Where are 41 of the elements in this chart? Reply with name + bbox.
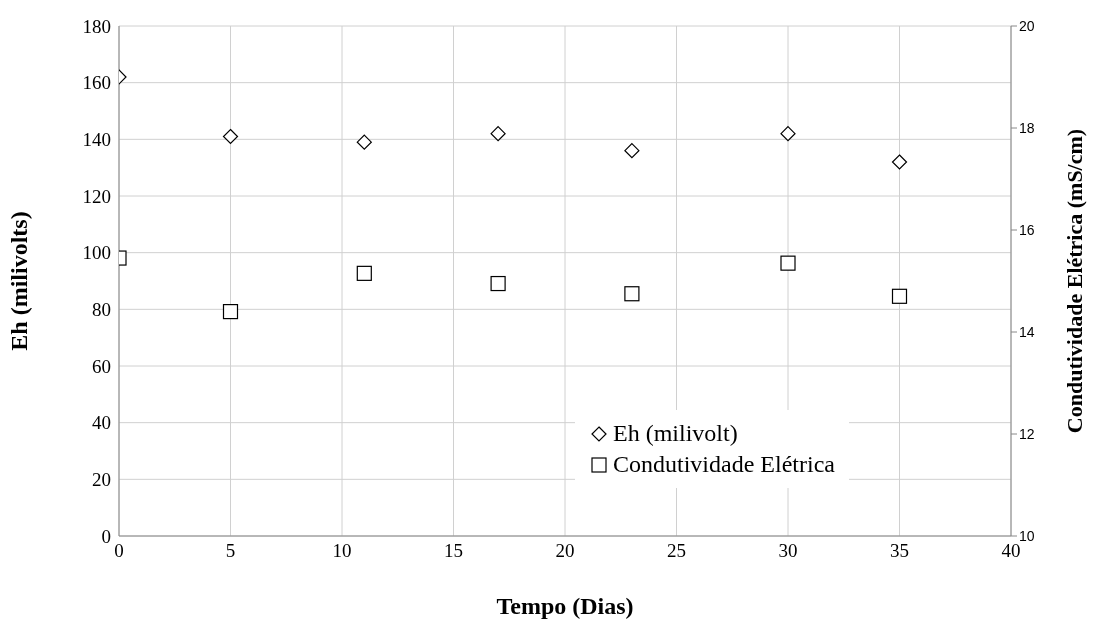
- y2-tick-label: 14: [1019, 323, 1035, 340]
- y-tick-label: 0: [101, 525, 111, 547]
- point: [356, 134, 372, 150]
- y2-axis-title: Condutividade Elétrica (mS/cm): [1061, 128, 1087, 434]
- y-tick-label: 60: [92, 355, 111, 377]
- y2-tick-label: 18: [1019, 119, 1035, 136]
- x-tick-label: 20: [555, 540, 575, 562]
- x-tick-label: 35: [890, 540, 909, 562]
- x-axis-title: Tempo (Dias): [496, 593, 634, 619]
- y-tick-label: 120: [82, 185, 111, 207]
- y-tick-label: 80: [92, 299, 111, 321]
- x-tick-label: 15: [444, 540, 463, 562]
- y-tick-label: 100: [82, 242, 111, 264]
- point: [624, 143, 640, 159]
- y-axis-title: Eh (milivolts): [5, 211, 32, 351]
- x-tick-label: 10: [332, 540, 352, 562]
- point: [222, 128, 239, 145]
- y2-tick-label: 12: [1019, 425, 1035, 442]
- y-tick-label: 20: [92, 469, 111, 491]
- point: [780, 126, 796, 142]
- point: [356, 265, 372, 281]
- y-tick-label: 180: [82, 15, 111, 37]
- x-tick-label: 25: [667, 540, 686, 562]
- y-tick-label: 40: [92, 412, 111, 434]
- point: [780, 255, 796, 271]
- y2-tick-label: 10: [1019, 527, 1035, 544]
- point: [891, 288, 908, 304]
- y2-tick-label: 16: [1019, 221, 1035, 238]
- point: [624, 286, 640, 302]
- point: [222, 304, 239, 320]
- legend-label: Eh (milivolt): [613, 420, 738, 447]
- point: [490, 126, 506, 142]
- y-tick-label: 160: [82, 72, 111, 94]
- x-tick-label: 30: [778, 540, 798, 562]
- point: [490, 275, 506, 292]
- x-tick-label: 40: [1001, 540, 1021, 562]
- x-tick-label: 5: [225, 540, 236, 562]
- y2-tick-label: 20: [1019, 17, 1035, 34]
- point: [891, 154, 908, 170]
- legend-label: Condutividade Elétrica: [613, 451, 835, 478]
- y-tick-label: 140: [82, 129, 111, 151]
